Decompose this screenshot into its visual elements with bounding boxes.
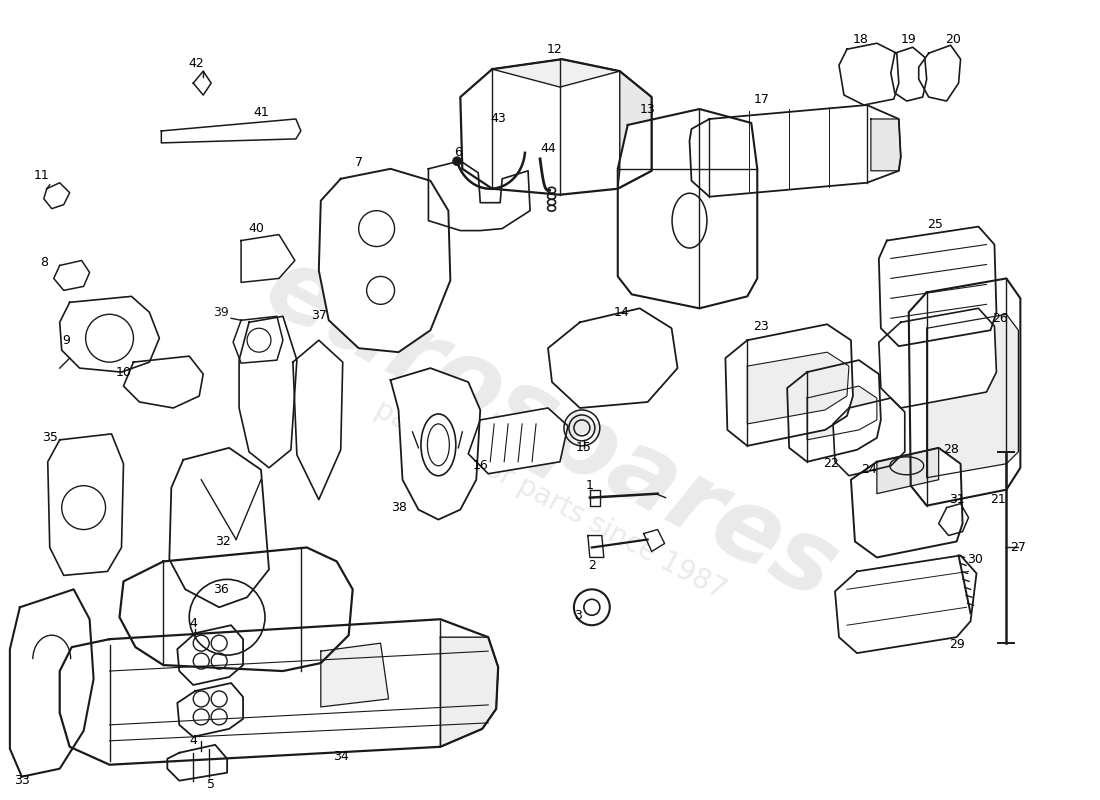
Polygon shape [851, 448, 962, 558]
Polygon shape [835, 555, 977, 653]
Text: 16: 16 [472, 459, 488, 472]
Text: 19: 19 [901, 33, 916, 46]
Polygon shape [891, 47, 926, 101]
Text: 2: 2 [587, 559, 596, 572]
Text: 43: 43 [491, 113, 506, 126]
Text: 14: 14 [614, 306, 629, 319]
Polygon shape [839, 43, 899, 105]
Polygon shape [938, 504, 968, 535]
Polygon shape [10, 590, 94, 777]
Polygon shape [833, 398, 905, 476]
Polygon shape [319, 169, 450, 352]
Polygon shape [492, 59, 619, 87]
Polygon shape [747, 352, 849, 424]
Text: 31: 31 [948, 493, 965, 506]
Polygon shape [690, 105, 901, 197]
Polygon shape [871, 119, 901, 170]
Text: 44: 44 [540, 142, 556, 155]
Polygon shape [169, 448, 270, 607]
Text: 27: 27 [1011, 541, 1026, 554]
Polygon shape [440, 637, 498, 746]
Polygon shape [59, 296, 160, 372]
Polygon shape [879, 308, 997, 408]
Text: 6: 6 [454, 146, 462, 159]
Polygon shape [167, 745, 227, 781]
Polygon shape [233, 316, 283, 363]
Polygon shape [469, 408, 568, 474]
Text: 35: 35 [42, 431, 57, 444]
Text: 17: 17 [754, 93, 769, 106]
Text: 22: 22 [823, 458, 839, 470]
Circle shape [453, 158, 461, 165]
Polygon shape [807, 386, 877, 440]
Text: 41: 41 [253, 106, 268, 119]
Polygon shape [618, 109, 757, 308]
Polygon shape [59, 619, 498, 765]
Text: 42: 42 [188, 57, 205, 70]
Polygon shape [926, 314, 1019, 478]
Text: 4: 4 [189, 617, 197, 630]
Text: 39: 39 [213, 306, 229, 319]
Text: 21: 21 [991, 493, 1006, 506]
Text: 30: 30 [967, 553, 982, 566]
Text: 23: 23 [754, 320, 769, 333]
Polygon shape [877, 448, 938, 494]
Polygon shape [909, 278, 1021, 506]
Text: 32: 32 [216, 535, 231, 548]
Polygon shape [54, 261, 89, 290]
Text: 18: 18 [852, 33, 869, 46]
Polygon shape [390, 368, 481, 519]
Polygon shape [590, 490, 600, 506]
Text: 20: 20 [945, 33, 960, 46]
Polygon shape [644, 530, 664, 551]
Polygon shape [177, 626, 243, 685]
Text: 3: 3 [574, 609, 582, 622]
Polygon shape [123, 356, 204, 408]
Text: 11: 11 [34, 170, 50, 182]
Polygon shape [428, 161, 530, 230]
Polygon shape [120, 547, 353, 671]
Text: 9: 9 [63, 334, 70, 346]
Text: 13: 13 [640, 102, 656, 115]
Polygon shape [618, 71, 651, 189]
Polygon shape [918, 46, 960, 101]
Text: 24: 24 [861, 463, 877, 476]
Text: 26: 26 [992, 312, 1009, 325]
Polygon shape [460, 59, 651, 194]
Polygon shape [239, 316, 297, 468]
Polygon shape [241, 234, 295, 282]
Text: 15: 15 [576, 442, 592, 454]
Text: 7: 7 [354, 156, 363, 170]
Text: 33: 33 [14, 774, 30, 787]
Text: 4: 4 [189, 734, 197, 747]
Text: 12: 12 [547, 42, 563, 56]
Polygon shape [162, 119, 301, 143]
Text: 28: 28 [943, 443, 958, 456]
Text: 5: 5 [207, 778, 216, 791]
Text: 37: 37 [311, 309, 327, 322]
Polygon shape [194, 71, 211, 95]
Text: 36: 36 [213, 583, 229, 596]
Polygon shape [293, 340, 343, 500]
Text: 10: 10 [116, 366, 131, 378]
Text: 34: 34 [333, 750, 349, 763]
Polygon shape [47, 434, 123, 575]
Polygon shape [321, 643, 388, 707]
Polygon shape [587, 535, 604, 558]
Text: 40: 40 [249, 222, 264, 235]
Text: eurospares: eurospares [248, 238, 852, 622]
Polygon shape [879, 226, 997, 346]
Text: 1: 1 [586, 479, 594, 492]
Polygon shape [788, 360, 881, 462]
Text: 29: 29 [948, 638, 965, 650]
Polygon shape [177, 683, 243, 737]
Text: passion for parts since 1987: passion for parts since 1987 [370, 395, 730, 605]
Polygon shape [548, 308, 678, 408]
Text: 25: 25 [926, 218, 943, 231]
Text: 8: 8 [40, 256, 47, 269]
Polygon shape [725, 324, 852, 446]
Polygon shape [44, 182, 69, 209]
Text: 38: 38 [390, 501, 407, 514]
